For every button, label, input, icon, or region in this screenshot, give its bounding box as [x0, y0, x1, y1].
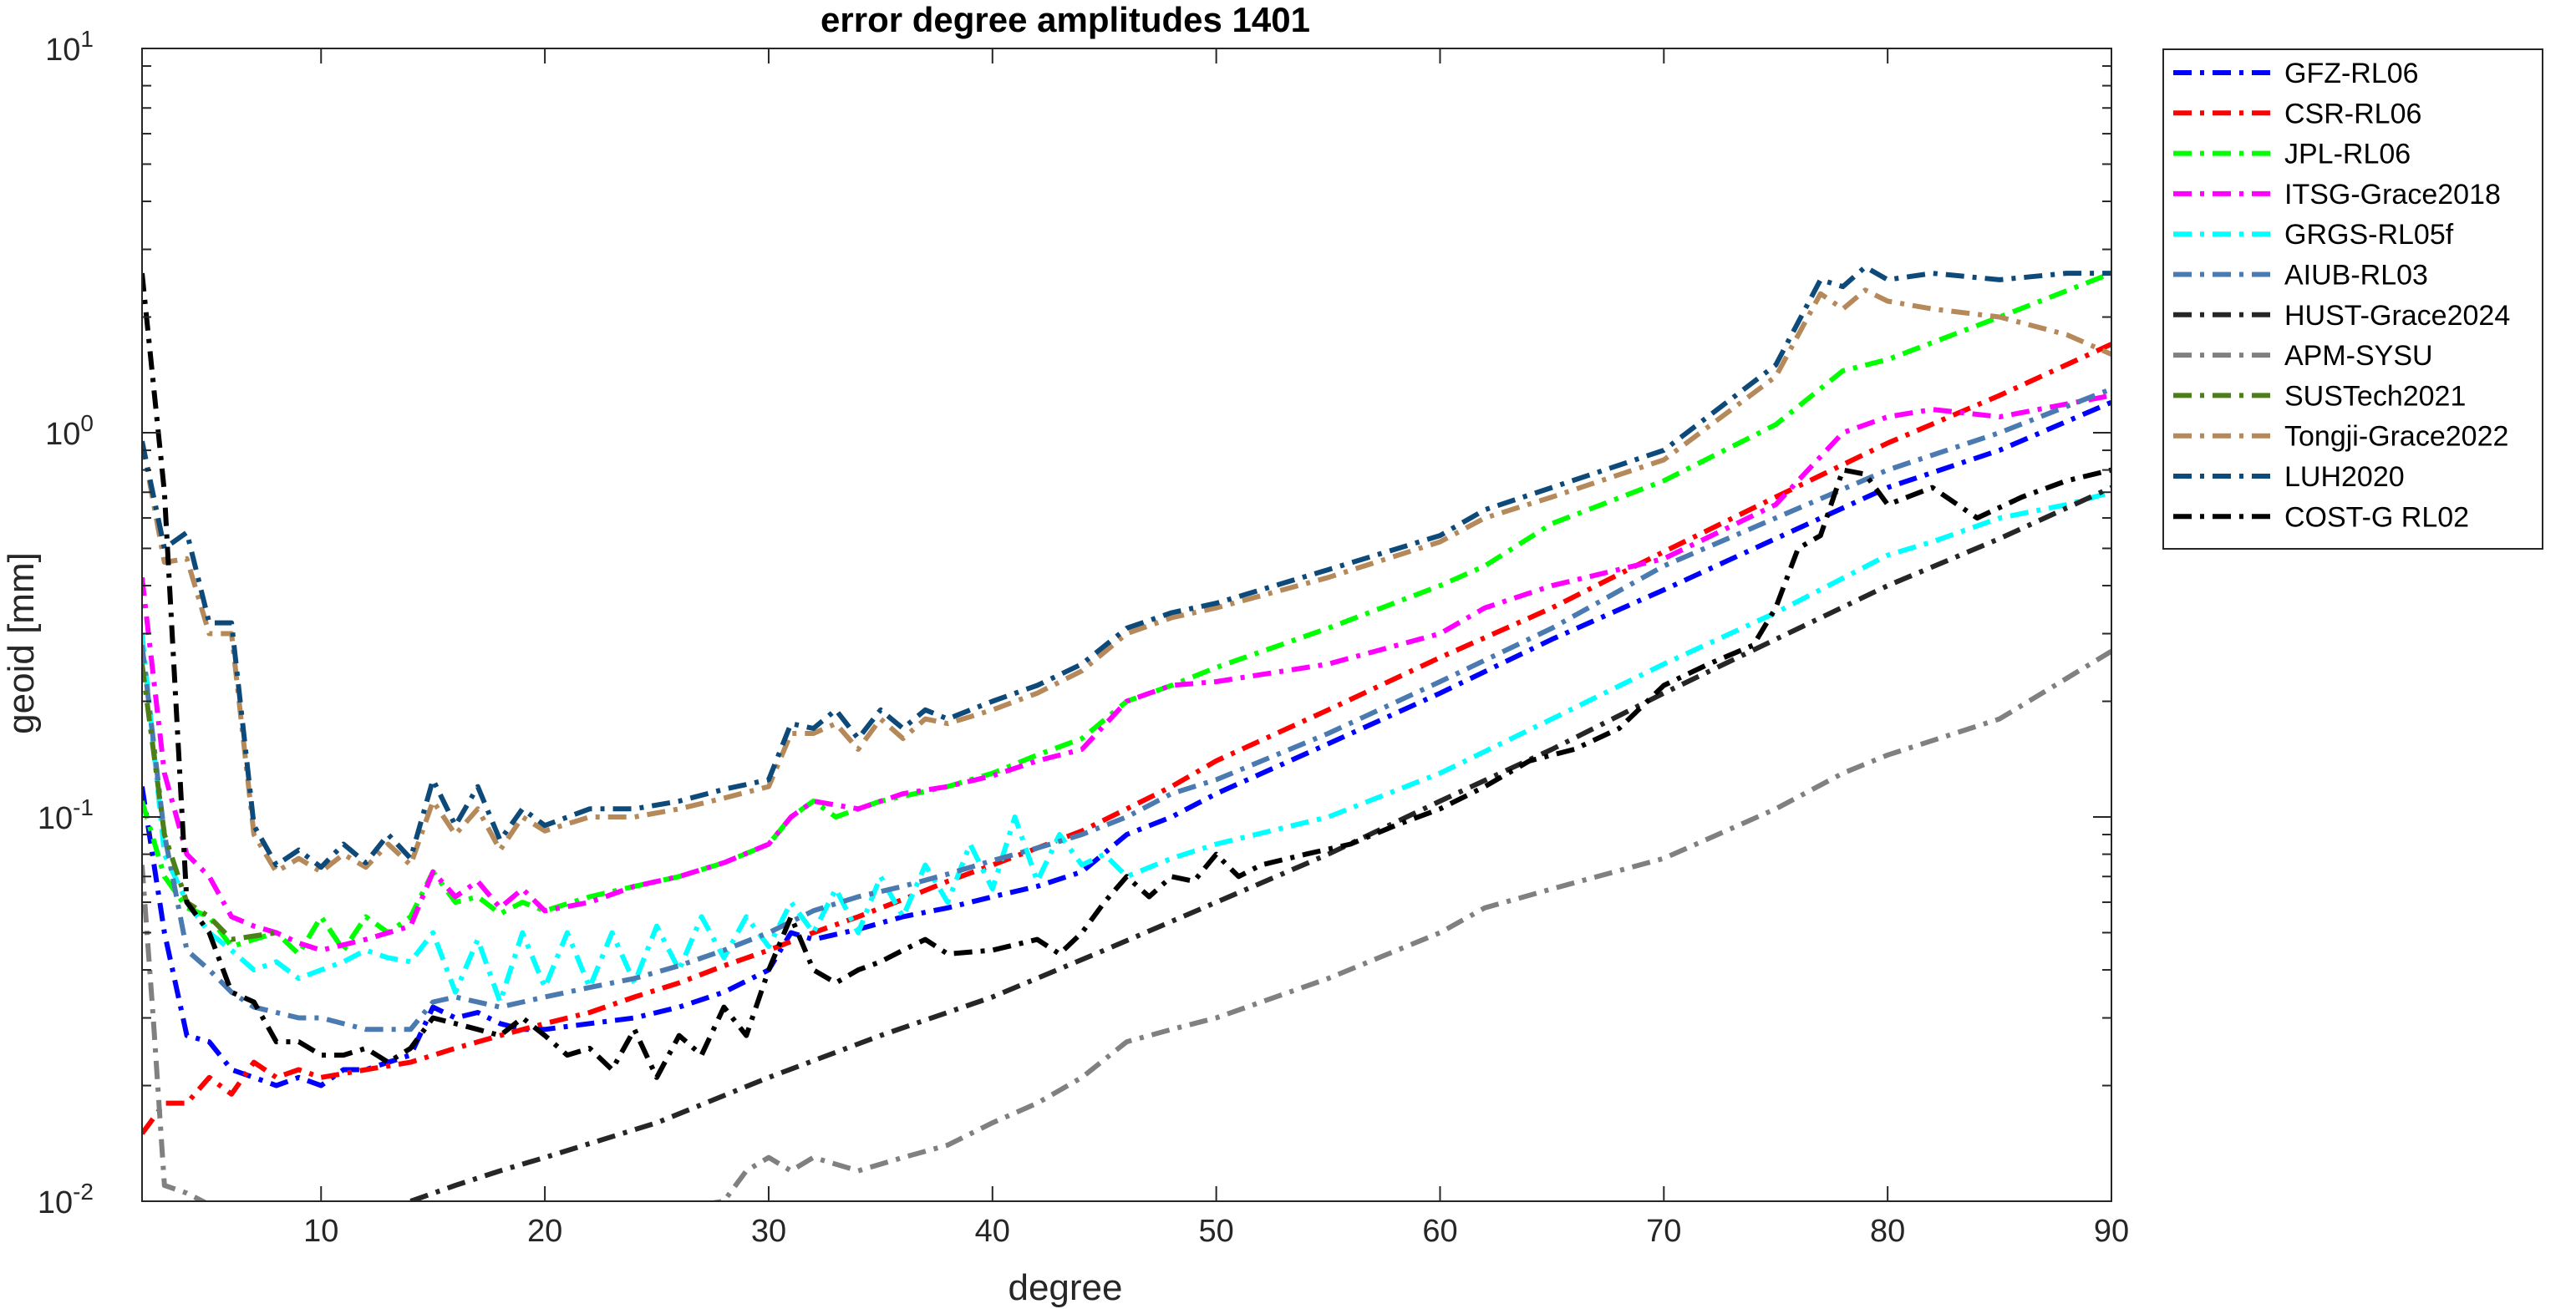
legend-label-9: Tongji-Grace2022 [2284, 421, 2508, 453]
x-tick-label: 10 [303, 1214, 338, 1249]
series-line-0 [142, 399, 2111, 1088]
axes-box [141, 48, 2112, 1202]
y-tick-label: 10-2 [38, 1179, 94, 1220]
x-tick-label: 50 [1198, 1214, 1233, 1249]
y-tick-label: 100 [45, 410, 94, 452]
legend-label-0: GFZ-RL06 [2284, 58, 2419, 89]
x-axis-label: degree [1008, 1267, 1122, 1308]
series-line-6 [409, 485, 2111, 1201]
series-line-10 [142, 264, 2111, 870]
series-line-3 [142, 393, 2111, 953]
legend-label-11: COST-G RL02 [2284, 501, 2469, 533]
series-line-5 [142, 386, 2111, 1032]
axes: 10 20 30 40 50 60 70 80 90 10-2 10-1 100 101 [38, 26, 2129, 1249]
plot-background [142, 48, 2111, 1201]
legend-label-1: CSR-RL06 [2284, 98, 2421, 129]
legend: GFZ-RL06 CSR-RL06 JPL-RL06 ITSG-Grace2018 GR… [2162, 48, 2543, 550]
x-tick-label: 70 [1646, 1214, 1681, 1249]
legend-label-7: APM-SYSU [2284, 340, 2433, 372]
legend-label-6: HUST-Grace2024 [2284, 300, 2510, 332]
x-tick-label: 30 [751, 1214, 786, 1249]
y-tick-label: 10-1 [38, 794, 94, 836]
legend-label-10: LUH2020 [2284, 461, 2405, 493]
legend-label-3: ITSG-Grace2018 [2284, 179, 2501, 211]
legend-label-2: JPL-RL06 [2284, 139, 2411, 170]
legend-label-8: SUSTech2021 [2284, 380, 2466, 412]
x-tick-label: 90 [2094, 1214, 2129, 1249]
series-line-4 [142, 490, 2111, 1005]
plot-area [142, 48, 2111, 1201]
series-layer [142, 264, 2111, 1201]
series-line-8 [142, 663, 277, 942]
x-tick-label: 60 [1422, 1214, 1457, 1249]
series-line-9 [142, 287, 2111, 875]
x-tick-label: 20 [527, 1214, 562, 1249]
y-axis-label: geoid [mm] [1, 552, 42, 734]
legend-label-5: AIUB-RL03 [2284, 260, 2428, 292]
y-tick-label: 101 [45, 26, 94, 68]
chart-title: error degree amplitudes 1401 [821, 0, 1310, 39]
legend-box [2162, 48, 2543, 550]
x-tick-label: 40 [975, 1214, 1010, 1249]
x-tick-label: 80 [1870, 1214, 1905, 1249]
series-line-11 [142, 272, 2111, 1080]
legend-label-4: GRGS-RL05f [2284, 219, 2454, 251]
series-line-7 [142, 649, 2111, 1201]
